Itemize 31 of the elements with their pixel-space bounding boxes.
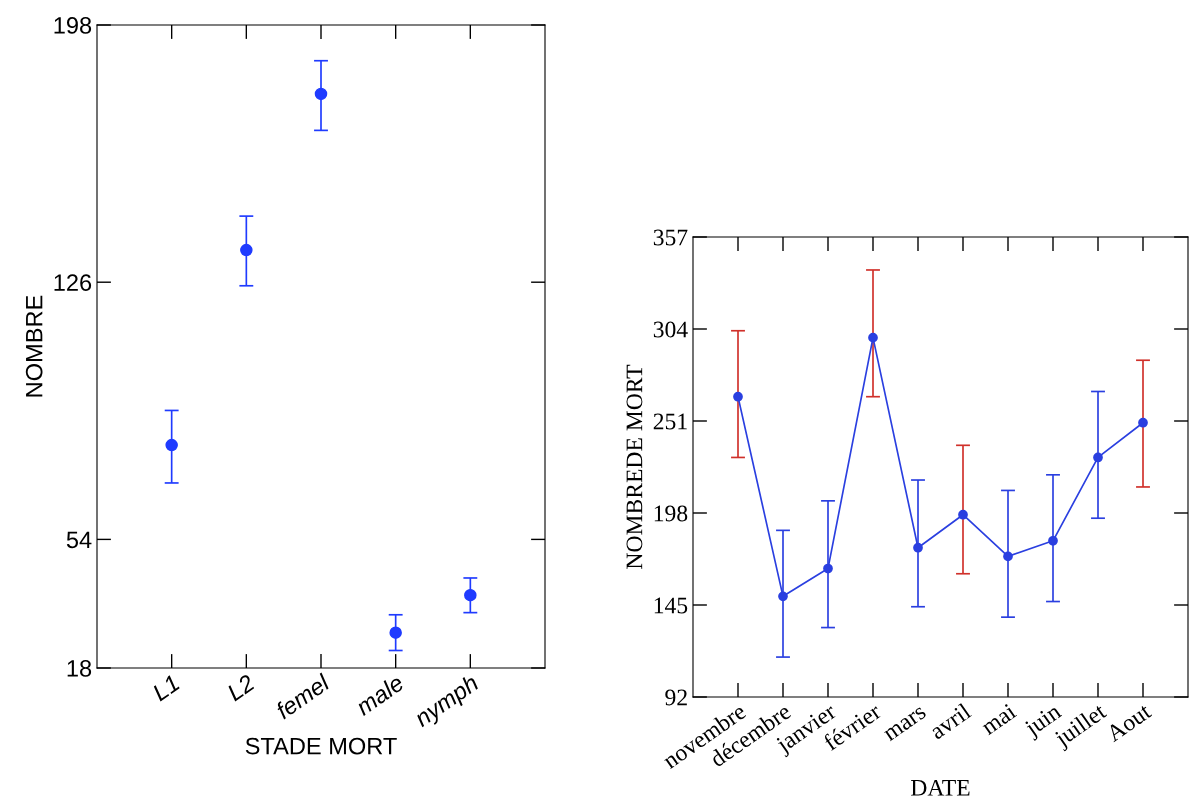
- y-tick-label: 198: [54, 17, 92, 34]
- point: [913, 542, 923, 553]
- point: [464, 588, 477, 602]
- point: [240, 243, 253, 257]
- x-tick-label: male: [354, 673, 405, 717]
- point: [1003, 551, 1013, 562]
- y-tick-label: 18: [67, 660, 92, 677]
- x-tick-label: avril: [928, 702, 973, 740]
- x-tick-label: L2: [225, 673, 256, 702]
- x-axis-title: DATE: [911, 779, 970, 796]
- y-axis-title: NOMBRE: [25, 295, 43, 397]
- x-tick-label: mai: [979, 702, 1018, 736]
- point: [1048, 535, 1058, 546]
- point: [778, 591, 788, 602]
- y-tick-label: 126: [54, 274, 92, 291]
- y-tick-label: 304: [653, 321, 688, 338]
- y-tick-label: 92: [665, 689, 687, 706]
- y-tick-label: 145: [654, 597, 688, 614]
- x-tick-label: L1: [151, 674, 180, 702]
- point: [165, 438, 178, 452]
- point: [389, 626, 402, 639]
- x-tick-label: mars: [883, 706, 927, 742]
- x-axis-title: STADE MORT: [245, 737, 397, 755]
- y-tick-label: 54: [66, 531, 92, 549]
- point: [1093, 452, 1103, 463]
- point: [823, 563, 833, 574]
- y-tick-label: 198: [654, 505, 688, 522]
- y-tick-label: 251: [653, 413, 687, 430]
- y-axis-title: NOMBREDE MORT: [626, 364, 643, 569]
- point: [314, 87, 328, 101]
- y-tick-label: 357: [653, 229, 688, 246]
